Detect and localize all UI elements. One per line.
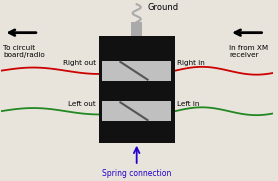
Bar (131, 22, 142, 36)
Bar (102, 101, 172, 121)
Text: To circuit
board/radio: To circuit board/radio (3, 45, 45, 58)
Text: Left in: Left in (177, 101, 200, 107)
Bar (102, 60, 172, 81)
Text: Ground: Ground (148, 3, 179, 12)
Text: In from XM
receiver: In from XM receiver (229, 45, 268, 58)
Text: Left out: Left out (68, 101, 96, 107)
Text: Right in: Right in (177, 60, 205, 66)
Text: Spring connection: Spring connection (102, 169, 171, 178)
Bar (99, 36, 175, 143)
Text: Right out: Right out (63, 60, 96, 66)
